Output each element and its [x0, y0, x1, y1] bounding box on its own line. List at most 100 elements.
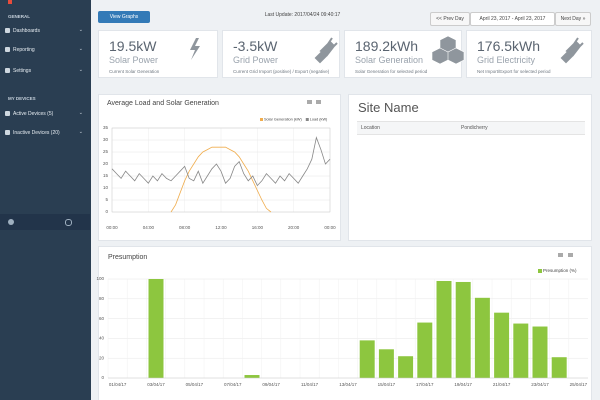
x-tick-label: 09/04/17	[262, 382, 280, 387]
stat-card: 176.5kWh Grid Electricity Net Import/Exp…	[466, 30, 592, 78]
footer-button[interactable]	[0, 214, 45, 230]
chart-tool[interactable]	[307, 100, 312, 104]
x-tick-label: 17/04/17	[416, 382, 434, 387]
y-tick-label: 40	[99, 336, 105, 341]
legend-label: Presumption (%)	[543, 268, 577, 273]
x-tick-label: 16:00	[252, 225, 264, 230]
plug-icon	[314, 37, 338, 64]
card-value: 176.5kWh	[477, 38, 541, 54]
chart-tool[interactable]	[316, 100, 321, 104]
x-tick-label: 01/04/17	[109, 382, 127, 387]
y-tick-label: 10	[103, 185, 109, 190]
bar	[378, 349, 394, 378]
nav-label: Settings	[13, 68, 32, 74]
bar	[494, 312, 510, 378]
bar	[532, 326, 548, 378]
y-tick-label: 100	[96, 276, 104, 281]
bar	[148, 279, 164, 378]
table-cell: Location	[361, 125, 380, 131]
y-tick-label: 20	[103, 161, 109, 166]
card-value: -3.5kW	[233, 38, 278, 54]
legend-swatch	[260, 118, 263, 121]
x-tick-label: 11/04/17	[301, 382, 319, 387]
power-button[interactable]	[45, 214, 90, 230]
x-tick-label: 07/04/17	[224, 382, 242, 387]
line-series	[111, 136, 331, 187]
nav-item[interactable]: Inactive Devices (20) ⌄	[5, 129, 85, 136]
next-day-button[interactable]: Next Day »	[555, 12, 591, 26]
x-tick-label: 25/04/17	[570, 382, 588, 387]
card-description: Net Import/Export for selected period	[477, 69, 551, 74]
plug-icon	[560, 37, 584, 64]
x-tick-label: 12:00	[215, 225, 227, 230]
card-description: Solar Generation for selected period	[355, 69, 428, 74]
date-range-picker[interactable]: April 23, 2017 - April 23, 2017	[470, 12, 555, 26]
y-tick-label: 20	[99, 355, 105, 360]
lightning-icon	[190, 38, 200, 60]
last-update: Last Update: 2017/04/24 09:40:17	[264, 12, 341, 18]
card-icons	[190, 35, 584, 65]
bar	[398, 356, 414, 378]
x-tick-label: 05/04/17	[186, 382, 204, 387]
load-chart-panel	[98, 94, 341, 241]
chart-tool[interactable]	[568, 253, 573, 257]
card-value: 19.5kW	[109, 38, 157, 54]
nav-item[interactable]: Dashboards ⌄	[5, 27, 85, 34]
card-label: Solar Power	[109, 55, 159, 65]
x-tick-label: 20:00	[288, 225, 300, 230]
y-tick-label: 80	[99, 296, 105, 301]
card-description: Current Grid Import (positive) / Export …	[233, 69, 330, 74]
legend-swatch	[305, 118, 309, 121]
section-title: GENERAL	[8, 14, 31, 19]
y-tick-label: 15	[103, 173, 109, 178]
y-tick-label: 0	[101, 375, 104, 380]
nav-item[interactable]: Settings ⌄	[5, 67, 85, 74]
site-title: Site Name	[358, 100, 419, 115]
x-tick-label: 00:00	[324, 225, 336, 230]
x-tick-label: 03/04/17	[147, 382, 165, 387]
prev-day-button[interactable]: << Prev Day	[430, 12, 470, 26]
nav-label: Reporting	[13, 47, 35, 53]
legend-label: Solar Generation (kW)	[264, 118, 303, 122]
nav-label: Active Devices (5)	[13, 111, 54, 117]
card-value: 189.2kWh	[355, 38, 419, 54]
divider	[357, 121, 585, 122]
card-label: Grid Electricity	[477, 55, 536, 65]
presumption-chart-panel	[98, 246, 592, 400]
x-tick-label: 23/04/17	[531, 382, 549, 387]
legend-label: Load (kW)	[310, 118, 328, 122]
y-tick-label: 35	[103, 125, 109, 130]
bar	[551, 357, 567, 378]
card-label: Grid Power	[233, 55, 279, 65]
y-tick-label: 0	[105, 209, 108, 214]
card-label: Solar Generation	[355, 55, 424, 65]
x-tick-label: 04:00	[143, 225, 155, 230]
site-panel: Site Name Location Pondicherry	[348, 94, 592, 241]
card-description: Current Solar Generation	[109, 69, 160, 74]
x-tick-label: 19/04/17	[454, 382, 472, 387]
view-graphs-button[interactable]: View Graphs	[98, 11, 150, 23]
nav-item[interactable]: Reporting ⌄	[5, 46, 85, 53]
chart-tool[interactable]	[558, 253, 563, 257]
x-tick-label: 08:00	[179, 225, 191, 230]
section-title: MY DEVICES	[8, 96, 36, 101]
bar	[455, 281, 471, 378]
table-row: Location Pondicherry	[357, 122, 585, 135]
y-tick-label: 25	[103, 149, 109, 154]
bar	[244, 375, 260, 378]
legend-swatch	[538, 269, 542, 273]
x-tick-label: 21/04/17	[493, 382, 511, 387]
plot-frame	[111, 127, 331, 213]
nav-item[interactable]: Active Devices (5) ⌄	[5, 110, 85, 117]
sidebar: GENERAL Dashboards ⌄ Reporting ⌄ Settings ⌄…	[0, 0, 91, 400]
chart-title: Average Load and Solar Generation	[107, 100, 219, 107]
y-tick-label: 5	[105, 197, 108, 202]
nav-label: Inactive Devices (20)	[13, 130, 60, 136]
x-tick-label: 13/04/17	[339, 382, 357, 387]
nav-label: Dashboards	[13, 28, 40, 34]
y-tick-label: 30	[103, 137, 109, 142]
y-tick-label: 60	[99, 316, 105, 321]
table-cell: Pondicherry	[461, 125, 488, 131]
